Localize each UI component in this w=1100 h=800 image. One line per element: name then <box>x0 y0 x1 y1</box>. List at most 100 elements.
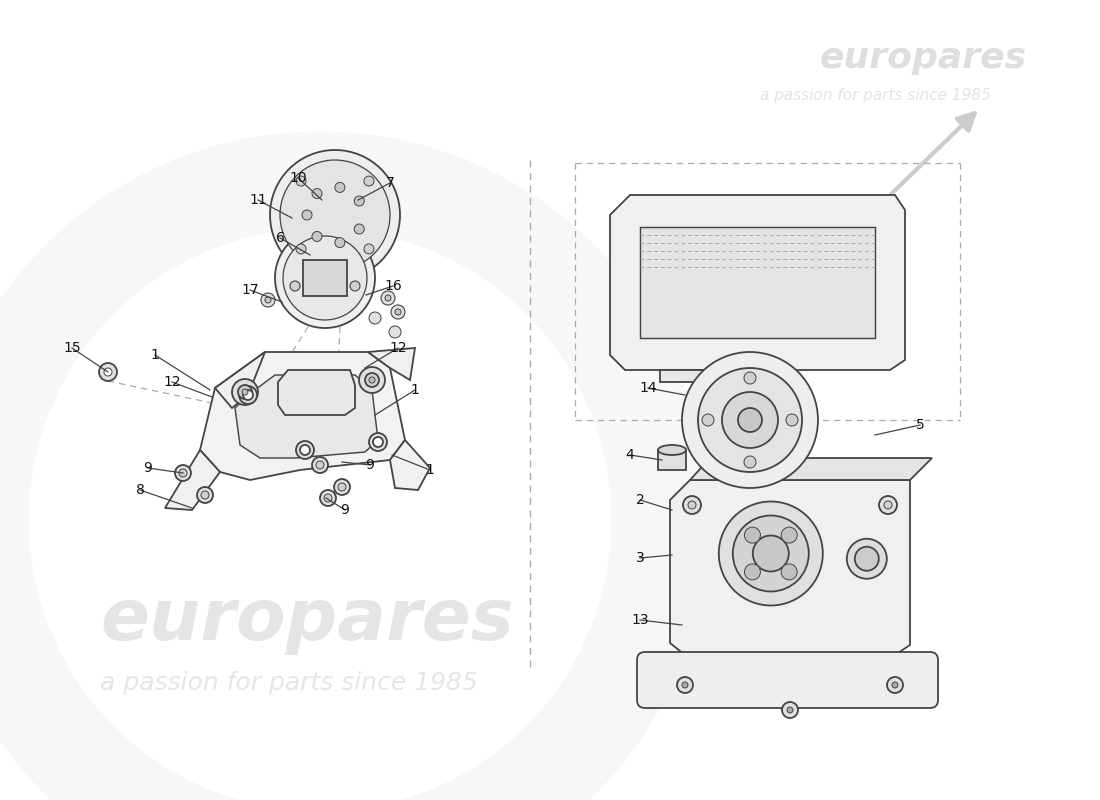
Circle shape <box>786 707 793 713</box>
Circle shape <box>334 238 345 247</box>
Circle shape <box>381 291 395 305</box>
Text: 5: 5 <box>915 418 924 432</box>
Circle shape <box>368 312 381 324</box>
Circle shape <box>316 461 324 469</box>
Text: a passion for parts since 1985: a passion for parts since 1985 <box>760 88 991 103</box>
Circle shape <box>395 309 402 315</box>
Circle shape <box>270 150 400 280</box>
Text: 9: 9 <box>365 458 374 472</box>
Polygon shape <box>390 440 430 490</box>
Text: 9: 9 <box>144 461 153 475</box>
Polygon shape <box>368 348 415 380</box>
Circle shape <box>745 564 760 580</box>
Polygon shape <box>670 480 910 655</box>
Circle shape <box>296 176 306 186</box>
Circle shape <box>320 490 336 506</box>
Circle shape <box>324 494 332 502</box>
Polygon shape <box>660 370 710 382</box>
Circle shape <box>389 326 402 338</box>
Circle shape <box>744 456 756 468</box>
Circle shape <box>683 496 701 514</box>
Text: 14: 14 <box>639 381 657 395</box>
Circle shape <box>744 372 756 384</box>
Circle shape <box>350 281 360 291</box>
Text: 2: 2 <box>636 493 645 507</box>
Circle shape <box>354 224 364 234</box>
Polygon shape <box>165 450 220 510</box>
Polygon shape <box>278 370 355 415</box>
Circle shape <box>682 352 818 488</box>
Circle shape <box>243 390 253 400</box>
Circle shape <box>296 244 306 254</box>
Circle shape <box>879 496 896 514</box>
Polygon shape <box>214 352 265 408</box>
Polygon shape <box>610 195 905 370</box>
Text: 8: 8 <box>135 483 144 497</box>
Circle shape <box>334 479 350 495</box>
Circle shape <box>698 368 802 472</box>
Text: 12: 12 <box>163 375 180 389</box>
Circle shape <box>238 385 252 399</box>
Circle shape <box>334 182 345 193</box>
Polygon shape <box>658 450 686 470</box>
Circle shape <box>364 176 374 186</box>
Circle shape <box>884 501 892 509</box>
Text: 17: 17 <box>241 283 258 297</box>
Circle shape <box>201 491 209 499</box>
Text: 1: 1 <box>426 463 434 477</box>
FancyBboxPatch shape <box>637 652 938 708</box>
Text: a passion for parts since 1985: a passion for parts since 1985 <box>100 671 477 695</box>
Circle shape <box>175 465 191 481</box>
Text: 13: 13 <box>631 613 649 627</box>
Polygon shape <box>200 352 405 480</box>
Polygon shape <box>302 260 346 296</box>
Circle shape <box>104 368 112 376</box>
Circle shape <box>179 469 187 477</box>
Circle shape <box>312 457 328 473</box>
Circle shape <box>733 515 808 591</box>
Text: 12: 12 <box>389 341 407 355</box>
Text: 4: 4 <box>626 448 635 462</box>
Circle shape <box>682 682 688 688</box>
Circle shape <box>718 502 823 606</box>
Circle shape <box>99 363 117 381</box>
Text: 15: 15 <box>63 341 80 355</box>
Ellipse shape <box>658 445 686 455</box>
Circle shape <box>302 210 312 220</box>
Circle shape <box>364 244 374 254</box>
Circle shape <box>312 189 322 198</box>
Circle shape <box>283 236 367 320</box>
Circle shape <box>855 546 879 570</box>
Circle shape <box>847 538 887 578</box>
Circle shape <box>702 414 714 426</box>
Text: 1: 1 <box>151 348 160 362</box>
Circle shape <box>688 501 696 509</box>
Circle shape <box>390 305 405 319</box>
Circle shape <box>338 483 346 491</box>
Text: 6: 6 <box>276 231 285 245</box>
Circle shape <box>312 231 322 242</box>
Text: 9: 9 <box>341 503 350 517</box>
Circle shape <box>373 437 383 447</box>
Circle shape <box>265 297 271 303</box>
Circle shape <box>232 379 258 405</box>
Circle shape <box>300 445 310 455</box>
Text: 3: 3 <box>636 551 645 565</box>
Text: europares: europares <box>100 586 514 655</box>
Text: 11: 11 <box>249 193 267 207</box>
Circle shape <box>365 373 380 387</box>
Polygon shape <box>645 655 930 683</box>
Circle shape <box>359 367 385 393</box>
Circle shape <box>296 441 314 459</box>
Circle shape <box>242 389 248 395</box>
Circle shape <box>354 196 364 206</box>
Circle shape <box>887 677 903 693</box>
Circle shape <box>368 377 375 383</box>
Circle shape <box>290 281 300 291</box>
Polygon shape <box>640 227 874 338</box>
Circle shape <box>275 228 375 328</box>
Circle shape <box>197 487 213 503</box>
Circle shape <box>261 293 275 307</box>
Circle shape <box>738 408 762 432</box>
Circle shape <box>892 682 898 688</box>
